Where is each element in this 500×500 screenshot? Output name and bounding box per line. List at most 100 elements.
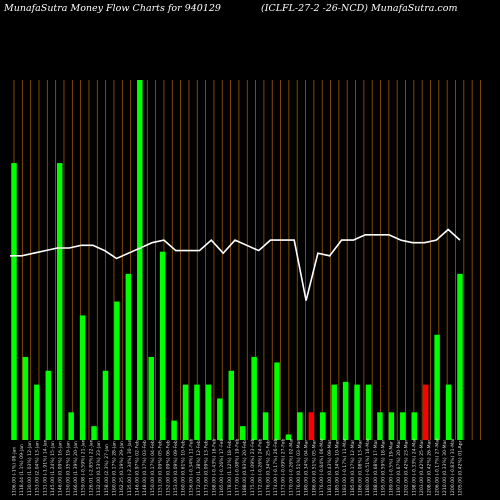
bar	[297, 412, 303, 440]
x-tick-label: 1170.00 (-0.26%) 02-Mar	[288, 438, 294, 496]
x-tick-label: 1197.00 (0.67%) 20-Mar	[396, 440, 402, 496]
x-tick-label: 1159.08 (-0.59%) 21-Jan	[81, 439, 87, 496]
x-tick-label: 1176.00 (0.51%) 03-Mar	[296, 440, 302, 496]
bar	[182, 384, 189, 440]
x-tick-label: 1180.00 (-0.51%) 16-Mar	[365, 438, 371, 496]
x-tick-label: 1146.00 (0.09%) 16-Jan	[58, 441, 64, 496]
x-tick-label: 1172.00 (1.38%) 12-Feb	[196, 440, 202, 496]
x-tick-label: 1188.00 (0.68%) 17-Mar	[373, 440, 379, 496]
x-tick-label: 1165.00 (-0.26%) 17-Feb	[219, 439, 225, 496]
bar	[342, 381, 349, 440]
bar	[434, 334, 440, 440]
bar	[125, 273, 132, 440]
bar	[45, 370, 52, 440]
x-tick-label: 1151.00 (0.09%) 05-Feb	[158, 440, 164, 496]
x-tick-label: 1208.00 (0.42%) 26-Mar	[427, 440, 433, 496]
bar	[205, 384, 212, 440]
x-tick-label: 1160.00 (0.61%) 10-Feb	[181, 440, 187, 496]
bars	[11, 80, 463, 441]
bar	[102, 370, 109, 440]
x-tick-label: 1153.00 (0.09%) 09-Feb	[173, 440, 179, 496]
bar	[331, 384, 337, 440]
x-tick-label: 1176.00 (-0.84%) 06-Mar	[319, 438, 325, 496]
bar	[422, 384, 429, 440]
bar	[285, 434, 292, 440]
bar	[411, 412, 418, 440]
x-tick-label: 1205.00 (0.42%) 01-Apr	[458, 440, 464, 496]
x-tick-label: 1150.00 (0.35%) 19-Jan	[65, 441, 71, 496]
x-tick-label: 1176.00 (0.34%) 25-Feb	[265, 440, 271, 496]
money-flow-line	[10, 228, 461, 301]
x-tick-label: 1148.00 (0.17%) 03-Feb	[142, 440, 148, 496]
x-axis-labels: 1106.00 (-1%) 08-Jan 1118.44 (1.1%) 09-Ja…	[12, 438, 464, 496]
x-tick-label: 1203.00 (0.42%) 25-Mar	[419, 440, 425, 496]
x-tick-label: 1145.00 (1.24%) 15-Jan	[50, 441, 56, 496]
x-tick-label: 1198.00 (-0.33%) 24-Mar	[411, 438, 417, 496]
bar	[308, 412, 315, 440]
bar	[56, 163, 63, 441]
x-tick-label: 1118.44 (1.1%) 09-Jan	[19, 444, 25, 496]
x-tick-label: 1135.00 (-2.34%) 30-Jan	[127, 439, 133, 496]
x-tick-label: 1202.00 (0.42%) 23-Mar	[404, 440, 410, 496]
bar	[159, 251, 166, 440]
bar	[320, 412, 326, 440]
x-tick-label: 1173.00 (0.09%) 13-Feb	[204, 440, 210, 496]
x-tick-label: 1175.00 (-1.09%) 23-Feb	[250, 439, 256, 496]
bar	[34, 384, 40, 440]
chart-title: MunafaSutra Money Flow Charts for 940129…	[0, 3, 500, 23]
chart-title-left: MunafaSutra Money Flow Charts for 940129	[4, 3, 221, 14]
x-tick-label: 1210.00 (0.33%) 30-Mar	[442, 440, 448, 496]
x-tick-label: 1126.01 (-2.85%) 22-Jan	[88, 439, 94, 496]
x-tick-label: 1206.00 (-0.17%) 27-Mar	[434, 438, 440, 496]
bar	[457, 273, 463, 440]
x-tick-label: 1181.00 (0.43%) 09-Mar	[327, 440, 333, 496]
x-tick-label: 1189.00 (-0.5%) 19-Mar	[388, 441, 394, 496]
bar	[194, 384, 200, 440]
x-tick-label: 1106.00 (-1%) 08-Jan	[12, 447, 18, 496]
x-tick-label: 1146.00 (0.97%) 02-Feb	[135, 440, 141, 496]
x-tick-label: 1186.00 (0.08%) 13-Mar	[358, 440, 364, 496]
bar	[354, 384, 360, 440]
x-tick-label: 1172.00 (-0.26%) 24-Feb	[258, 439, 264, 496]
x-tick-label: 1185.00 (0.34%) 10-Mar	[335, 440, 341, 496]
x-tick-label: 1200.00 (-0.83%) 31-Mar	[450, 438, 456, 496]
x-tick-label: 1160.00 (0.17%) 28-Jan	[112, 441, 118, 496]
x-tick-label: 1174.00 (-0.17%) 26-Feb	[273, 439, 279, 496]
x-tick-label: 1152.00 (0.09%) 06-Feb	[165, 440, 171, 496]
x-tick-label: 1131.00 (-1.91%) 14-Jan	[42, 439, 48, 496]
bar	[114, 301, 120, 440]
x-tick-label: 1173.00 (-0.09%) 27-Feb	[281, 439, 287, 496]
x-tick-label: 1183.00 (-0.17%) 11-Mar	[342, 438, 348, 496]
bar	[171, 420, 177, 440]
x-tick-label: 1130.00 (1.03%) 12-Jan	[27, 441, 33, 496]
x-tick-label: 1150.00 (0.17%) 04-Feb	[150, 440, 156, 496]
bar	[68, 412, 74, 440]
x-tick-label: 1132.00 (0.53%) 23-Jan	[96, 441, 102, 496]
x-tick-label: 1195.00 (0.59%) 18-Mar	[381, 440, 387, 496]
bar	[365, 384, 372, 440]
bar	[11, 163, 17, 441]
x-tick-label: 1180.00 (0.34%) 04-Mar	[304, 440, 310, 496]
x-tick-label: 1158.00 (2.3%) 27-Jan	[104, 444, 110, 496]
bar	[377, 412, 383, 440]
bar	[148, 356, 154, 440]
bar	[239, 426, 246, 440]
bar	[262, 412, 269, 440]
x-tick-label: 1156.00 (-0.34%) 11-Feb	[188, 439, 194, 496]
x-tick-label: 1185.00 (0.17%) 12-Mar	[350, 440, 356, 496]
x-tick-label: 1153.00 (2.04%) 13-Jan	[35, 441, 41, 496]
bar	[91, 426, 97, 440]
bar	[22, 356, 29, 440]
bar	[274, 362, 280, 440]
x-tick-label: 1162.25 (0.19%) 29-Jan	[119, 441, 125, 496]
bar	[388, 412, 395, 440]
bar	[400, 412, 406, 440]
x-tick-label: 1177.00 (-0.08%) 19-Feb	[235, 439, 241, 496]
x-tick-label: 1178.00 (1.12%) 18-Feb	[227, 440, 233, 496]
bar	[137, 80, 143, 440]
bar	[217, 398, 223, 440]
x-tick-label: 1166.00 (1.39%) 20-Jan	[73, 441, 79, 496]
x-tick-label: 1186.00 (0.51%) 05-Mar	[311, 440, 317, 496]
bar	[445, 384, 452, 440]
